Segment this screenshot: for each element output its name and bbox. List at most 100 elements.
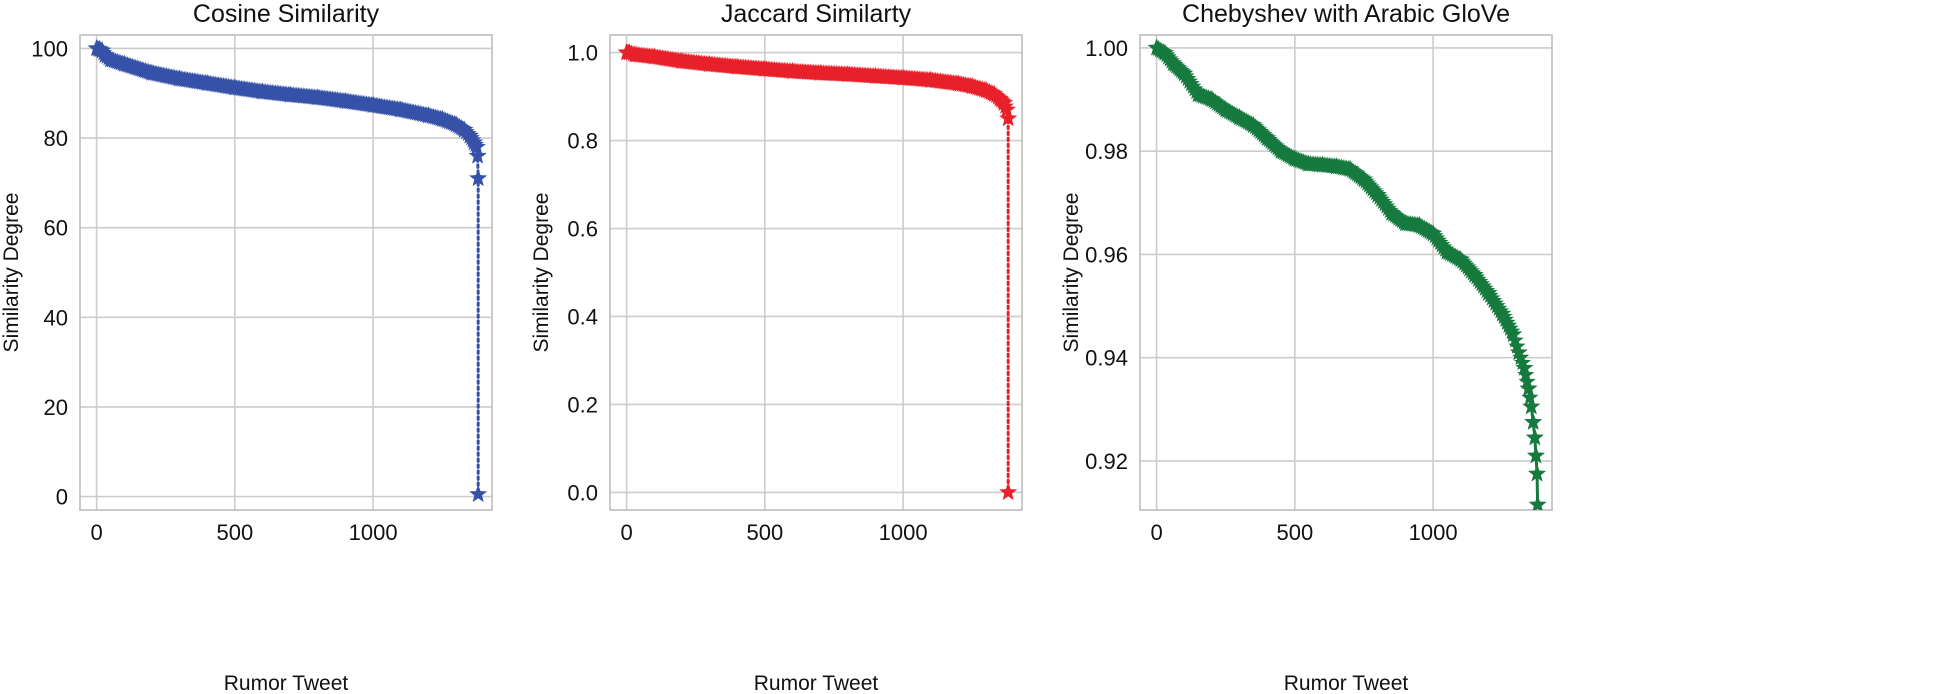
data-point [620,43,639,61]
y-tick-label: 80 [44,126,68,151]
y-tick-label: 0.4 [567,304,598,329]
data-point [1258,128,1277,146]
chart-panel-0: 0 500 1000 0 20 40 60 80 100 Cosine Similarity Rum… [0,0,493,694]
data-point [225,78,244,96]
data-point [447,115,466,133]
data-point [838,65,857,83]
data-point [1189,84,1208,103]
data-point [460,126,479,144]
data-point [625,45,644,63]
data-point [994,93,1014,111]
y-tick-label: 20 [44,395,68,420]
data-point [645,47,664,65]
data-point [1354,170,1374,188]
x-tick-label: 1000 [349,520,398,545]
x-axis-label: Rumor Tweet [224,672,349,694]
data-point [1517,365,1535,383]
data-point [1513,353,1532,371]
data-point [391,100,410,118]
data-point [1410,216,1429,234]
data-point [1518,372,1536,390]
y-axis-label: Similarity Degree [530,193,553,353]
data-point [999,482,1018,501]
x-tick-label: 0 [1150,520,1162,545]
data-point [101,50,120,68]
data-point [1504,324,1523,343]
plot-frame [79,34,493,511]
x-tick-label: 500 [1276,520,1313,545]
data-point [997,100,1016,118]
y-tick-label: 0.6 [567,217,598,242]
data-point [419,106,438,124]
data-point [985,84,1004,103]
data-point [253,82,272,100]
x-tick-label: 1000 [879,520,928,545]
y-axis-label: Similarity Degree [0,193,23,353]
data-point [866,66,885,85]
data-point [1299,154,1318,172]
data-point [999,109,1018,127]
data-point [1368,185,1387,203]
data-point [464,133,484,151]
x-tick-label: 1000 [1409,520,1458,545]
data-point [755,59,774,77]
data-point [336,91,355,110]
y-tick-label: 0.92 [1085,449,1128,474]
data-point [1382,203,1401,221]
x-tick-label: 0 [90,520,102,545]
data-point [1216,100,1235,118]
data-point [281,85,300,103]
data-point [1424,224,1443,242]
data-point [1451,250,1470,268]
data-point [95,45,114,63]
data-point [433,109,452,127]
data-point [115,54,134,72]
data-point [1515,358,1534,376]
y-tick-label: 40 [44,305,68,330]
x-tick-label: 0 [620,520,632,545]
y-tick-label: 0.96 [1085,242,1128,267]
x-tick-label: 500 [746,520,783,545]
series-line [625,51,1010,494]
x-axis-label: Rumor Tweet [1284,672,1409,694]
series-0 [1147,38,1547,510]
data-point [1522,397,1541,415]
data-point [977,80,996,99]
data-point [1202,90,1221,108]
data-point [1313,155,1332,173]
data-point [93,41,112,59]
data-point [728,57,747,75]
data-point [1285,149,1304,167]
data-point [1244,115,1263,134]
data-point [672,51,691,70]
data-point [170,69,189,87]
data-point [700,54,719,73]
chart-title: Cosine Similarity [193,0,380,28]
data-point [1521,388,1539,405]
data-point [1271,141,1291,159]
x-axis-label: Rumor Tweet [754,672,879,694]
data-point [1528,495,1547,510]
data-point [811,63,830,81]
data-point [308,88,327,106]
y-tick-label: 0.98 [1085,139,1128,164]
data-point [1341,159,1360,177]
data-point [1479,283,1498,301]
data-point [1524,412,1543,430]
data-point [1493,304,1512,322]
data-point [783,62,802,80]
data-point [469,484,488,502]
chart-title: Jaccard Similarty [721,0,912,28]
data-point [921,70,940,88]
x-tick-label: 500 [216,520,253,545]
chart-title: Chebyshev with Arabic GloVe [1182,0,1510,28]
plot-frame [1139,34,1553,511]
data-point [455,120,474,138]
data-point [1526,446,1545,464]
data-point [364,95,383,114]
data-point [990,89,1009,107]
data-point [1155,43,1174,61]
data-point [1437,242,1456,260]
